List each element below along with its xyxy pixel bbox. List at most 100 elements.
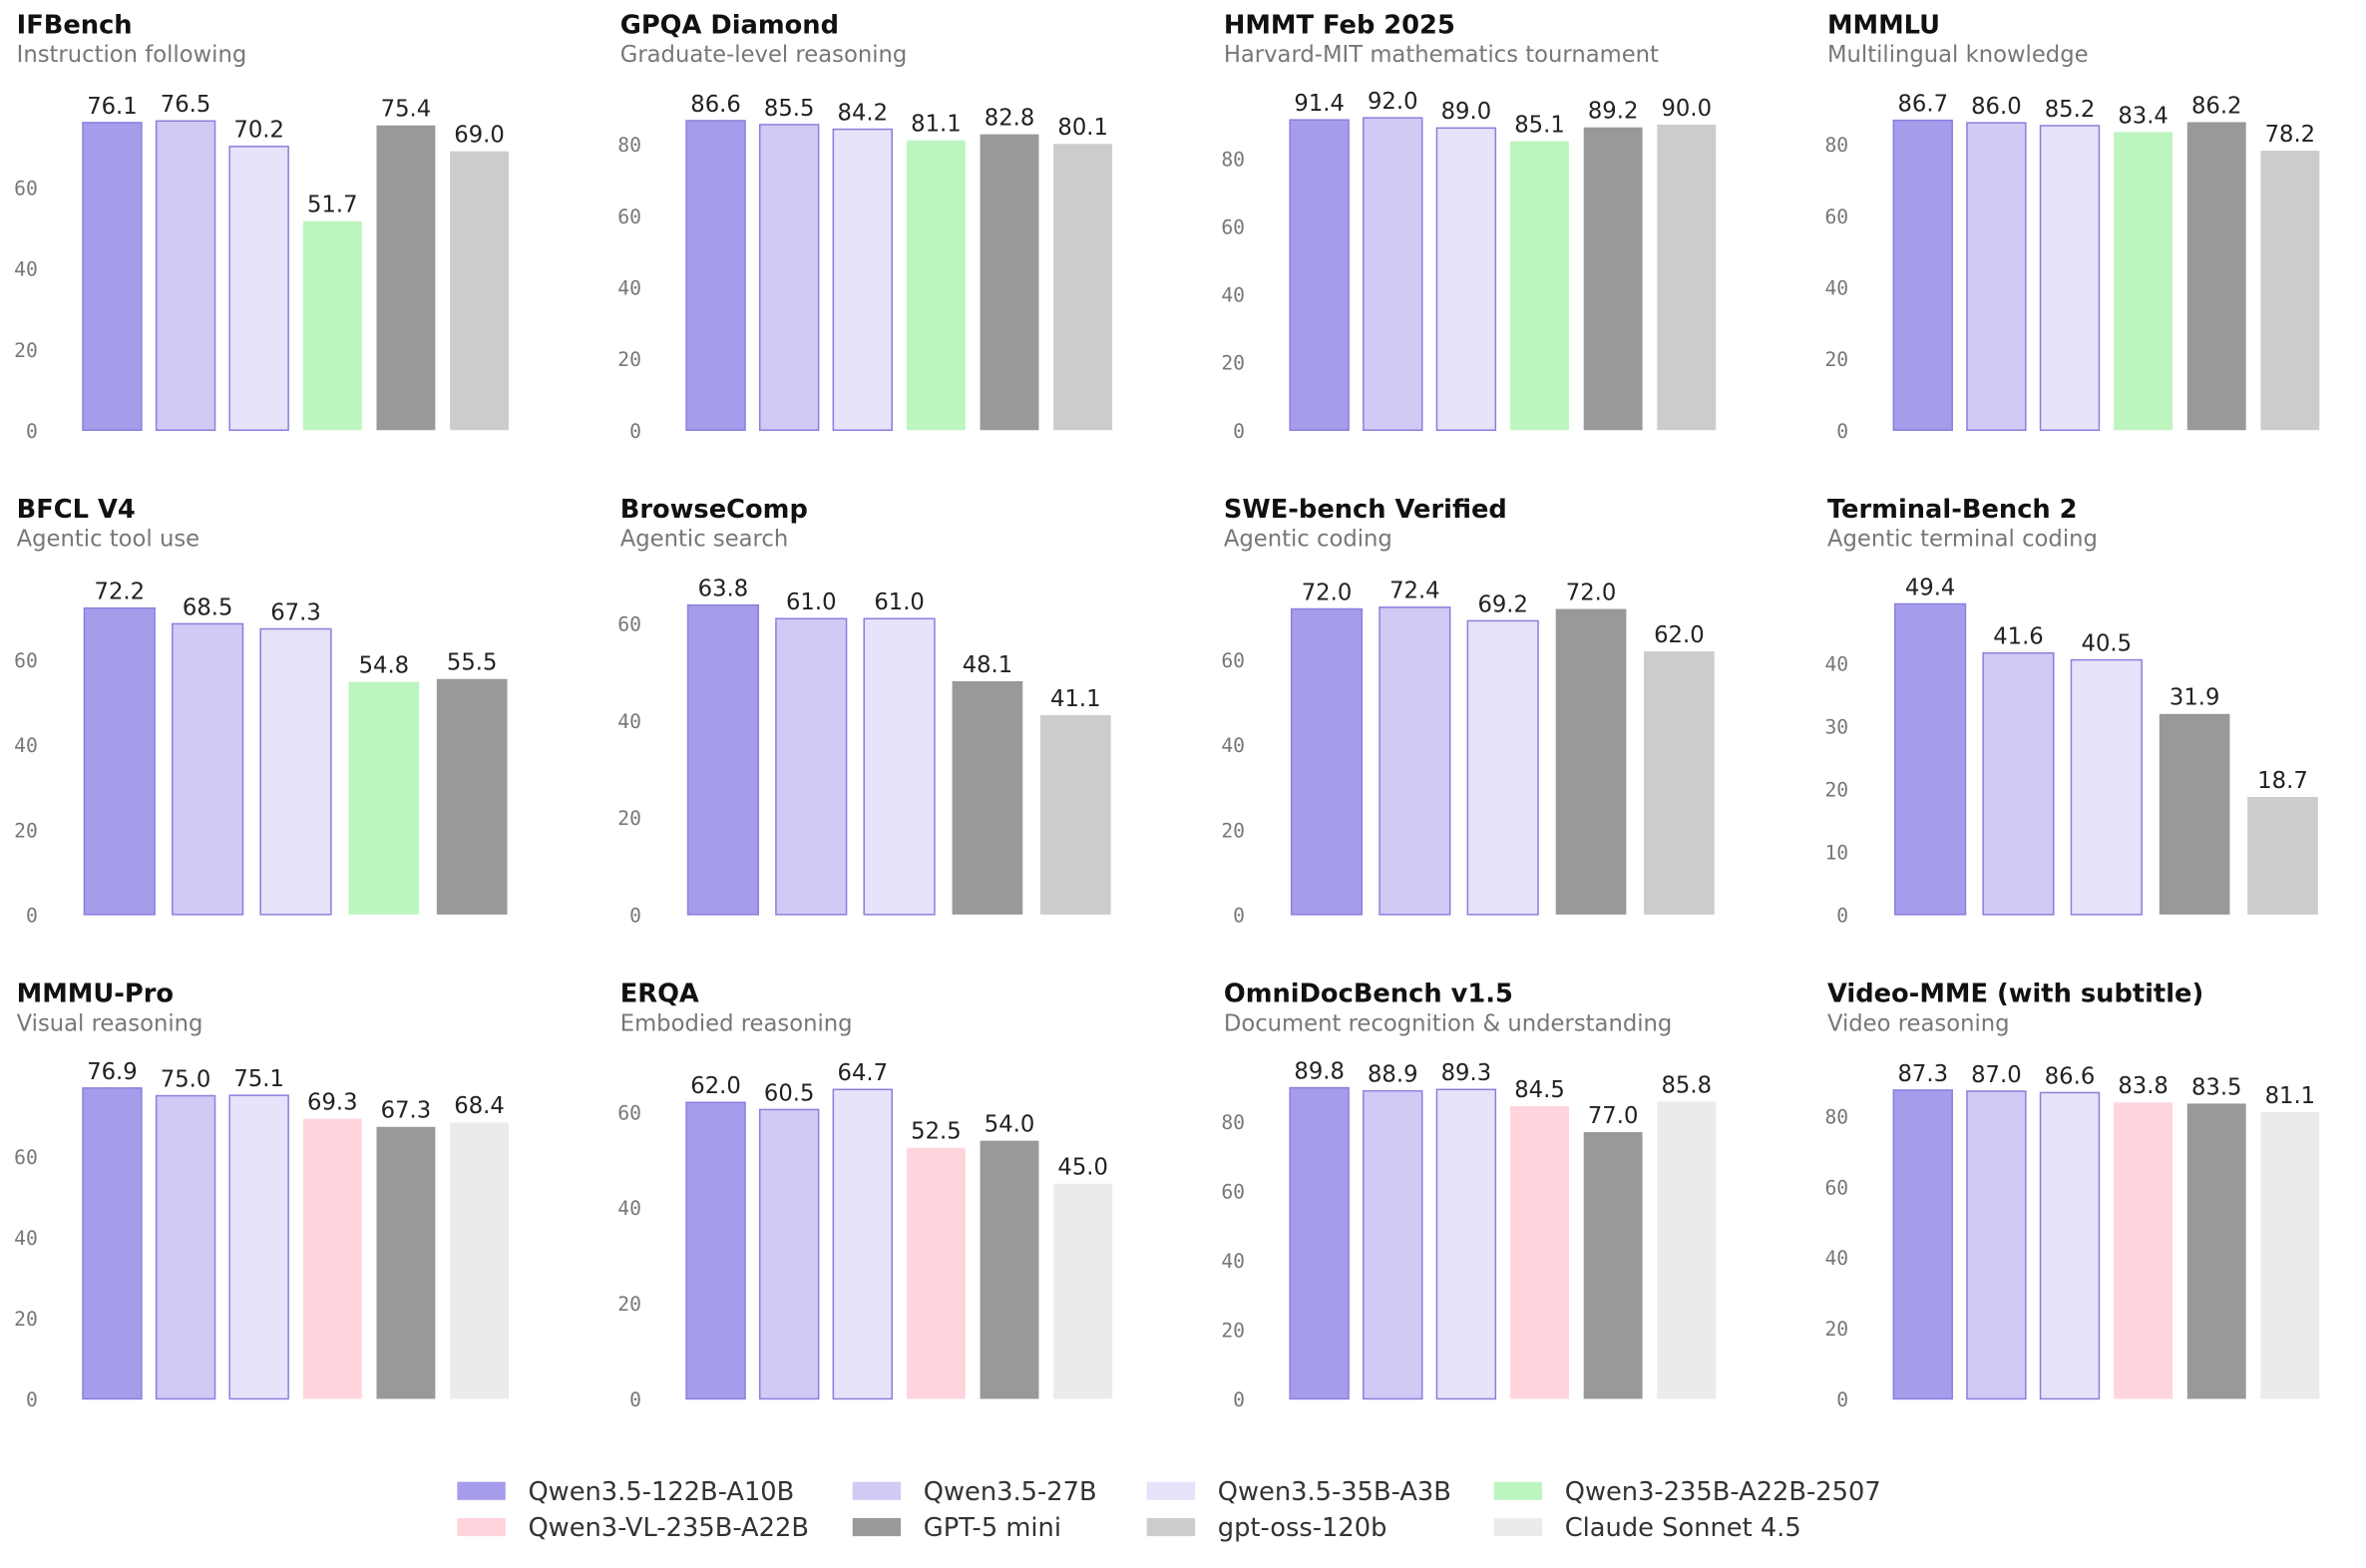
bar xyxy=(1966,1090,2027,1400)
y-tick-label: 0 xyxy=(629,904,641,927)
value-label: 61.0 xyxy=(874,589,925,615)
y-tick-label: 0 xyxy=(1233,420,1245,443)
value-label: 54.8 xyxy=(359,653,410,679)
value-label: 49.4 xyxy=(1905,575,1956,600)
y-tick-label: 20 xyxy=(1221,1320,1245,1343)
y-tick-label: 20 xyxy=(617,1293,641,1316)
value-label: 51.7 xyxy=(307,193,358,218)
legend-swatch xyxy=(852,1517,902,1537)
bar xyxy=(1289,1086,1350,1400)
bar xyxy=(2114,1102,2173,1399)
legend-label: Qwen3-235B-A22B-2507 xyxy=(1565,1477,1881,1507)
chart-subtitle: Document recognition & understanding xyxy=(1224,1010,1672,1036)
y-tick-label: 0 xyxy=(26,420,38,443)
value-label: 86.6 xyxy=(2045,1063,2096,1089)
value-label: 81.1 xyxy=(911,112,962,138)
bar xyxy=(1644,651,1715,915)
chart-title: MMMLU xyxy=(1827,10,1940,40)
bar xyxy=(2260,1111,2320,1399)
bar xyxy=(1657,124,1717,431)
bar xyxy=(1435,127,1497,432)
value-label: 81.1 xyxy=(2265,1083,2316,1109)
bar xyxy=(302,1118,362,1399)
value-label: 60.5 xyxy=(764,1080,815,1106)
y-tick-label: 30 xyxy=(1824,715,1848,738)
bar xyxy=(906,140,966,431)
chart-title: Terminal-Bench 2 xyxy=(1827,495,2078,525)
bar xyxy=(2159,713,2230,915)
value-label: 86.0 xyxy=(1971,94,2022,120)
y-tick-label: 60 xyxy=(617,205,641,228)
chart-subtitle: Multilingual knowledge xyxy=(1827,42,2089,68)
bar xyxy=(1053,1183,1113,1399)
bar xyxy=(155,1094,216,1400)
value-label: 64.7 xyxy=(838,1060,889,1086)
value-label: 67.3 xyxy=(270,599,321,625)
chart-subtitle: Instruction following xyxy=(17,42,247,68)
y-tick-label: 80 xyxy=(1221,149,1245,172)
bar xyxy=(1053,144,1113,431)
value-label: 45.0 xyxy=(1057,1155,1108,1181)
legend-label: gpt-oss-120b xyxy=(1218,1513,1387,1543)
bar xyxy=(1510,1105,1569,1399)
y-tick-label: 10 xyxy=(1824,841,1848,864)
y-tick-label: 20 xyxy=(14,1308,38,1331)
value-label: 85.8 xyxy=(1661,1072,1712,1098)
chart-title: OmniDocBench v1.5 xyxy=(1224,980,1513,1009)
value-label: 89.0 xyxy=(1441,99,1492,125)
bar xyxy=(2114,132,2173,431)
bar xyxy=(685,1101,746,1400)
y-tick-label: 60 xyxy=(617,1101,641,1124)
bar xyxy=(685,120,746,432)
y-tick-label: 40 xyxy=(14,734,38,757)
y-tick-label: 80 xyxy=(617,134,641,157)
y-tick-label: 80 xyxy=(1824,1105,1848,1128)
legend-label: Qwen3.5-27B xyxy=(924,1477,1097,1507)
chart-subtitle: Embodied reasoning xyxy=(620,1010,853,1036)
y-tick-label: 40 xyxy=(1221,284,1245,307)
y-tick-label: 40 xyxy=(1221,1250,1245,1273)
value-label: 52.5 xyxy=(911,1119,962,1145)
bar xyxy=(1379,606,1451,916)
value-label: 69.3 xyxy=(307,1090,358,1116)
chart-subtitle: Graduate-level reasoning xyxy=(620,42,908,68)
chart-title: BrowseComp xyxy=(620,495,808,525)
value-label: 80.1 xyxy=(1057,115,1108,141)
value-label: 70.2 xyxy=(233,118,284,144)
bar xyxy=(2039,1091,2101,1400)
bar xyxy=(450,1122,510,1399)
bar xyxy=(1892,119,1953,432)
bar xyxy=(376,1126,436,1399)
y-tick-label: 20 xyxy=(1824,778,1848,801)
value-label: 41.6 xyxy=(1993,624,2044,650)
y-tick-label: 60 xyxy=(1221,216,1245,239)
y-tick-label: 20 xyxy=(1824,1318,1848,1341)
bar xyxy=(376,125,436,431)
value-label: 83.5 xyxy=(2191,1074,2242,1100)
legend-swatch xyxy=(1493,1481,1543,1500)
value-label: 77.0 xyxy=(1588,1103,1639,1129)
y-tick-label: 0 xyxy=(1836,420,1848,443)
bar xyxy=(758,1108,820,1400)
bar xyxy=(686,603,760,916)
y-tick-label: 20 xyxy=(14,819,38,842)
y-tick-label: 40 xyxy=(14,258,38,281)
value-label: 89.8 xyxy=(1294,1058,1345,1084)
bar xyxy=(450,151,510,431)
y-tick-label: 40 xyxy=(617,710,641,733)
bar xyxy=(2260,151,2320,431)
bar xyxy=(1466,619,1539,916)
bar xyxy=(1363,117,1423,432)
legend-swatch xyxy=(1146,1481,1196,1500)
value-label: 69.0 xyxy=(454,123,505,149)
bar xyxy=(228,146,289,432)
chart-subtitle: Video reasoning xyxy=(1827,1010,2010,1036)
legend-swatch xyxy=(457,1517,506,1537)
chart-title: IFBench xyxy=(17,10,133,40)
value-label: 87.0 xyxy=(1971,1062,2022,1088)
legend-label: Qwen3.5-122B-A10B xyxy=(528,1477,794,1507)
value-label: 72.2 xyxy=(95,580,146,605)
legend-label: Claude Sonnet 4.5 xyxy=(1565,1513,1801,1543)
bar xyxy=(1290,607,1364,916)
